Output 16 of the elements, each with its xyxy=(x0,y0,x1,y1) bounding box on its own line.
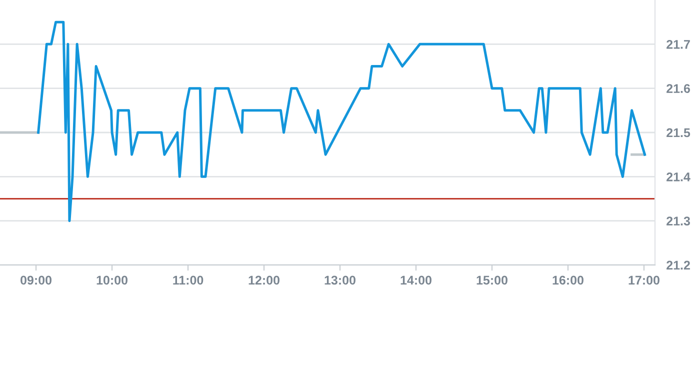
y-tick-label: 21.6 xyxy=(666,84,690,93)
y-tick-label: 21.3 xyxy=(666,216,690,226)
x-tick-label: 10:00 xyxy=(96,276,128,285)
x-tick-label: 11:00 xyxy=(173,276,204,285)
x-tick-label: 14:00 xyxy=(400,276,432,285)
x-tick-label: 09:00 xyxy=(20,276,52,285)
y-tick-label: 21.4 xyxy=(666,172,690,182)
y-tick-label: 21.2 xyxy=(666,260,690,270)
line-series xyxy=(37,20,646,222)
x-tick-label: 13:00 xyxy=(324,276,356,285)
y-tick-label: 21.5 xyxy=(666,128,690,138)
x-tick-label: 17:00 xyxy=(628,276,660,285)
y-tick-label: 21.7 xyxy=(666,40,690,49)
x-tick-label: 15:00 xyxy=(476,276,508,285)
x-tick-label: 16:00 xyxy=(552,276,584,285)
x-tick-label: 12:00 xyxy=(248,276,280,285)
